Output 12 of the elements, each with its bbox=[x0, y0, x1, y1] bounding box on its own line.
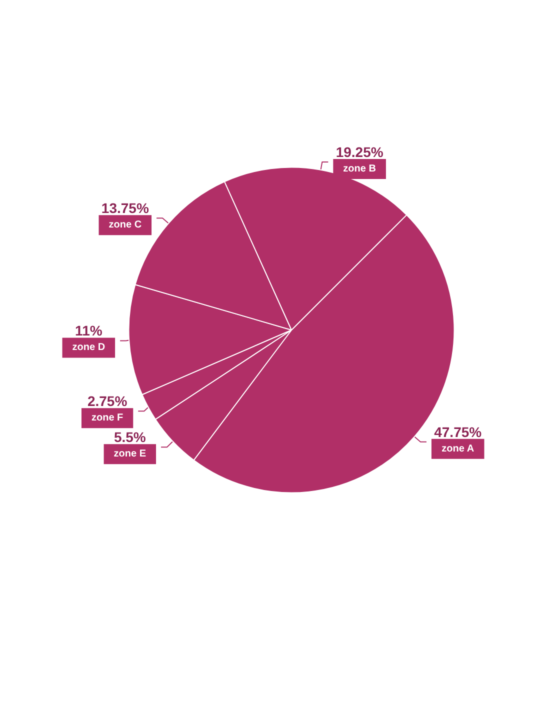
slice-label: zone C bbox=[108, 220, 142, 231]
slice-label: zone B bbox=[343, 164, 376, 175]
data-label: 19.25% bbox=[336, 144, 384, 160]
data-label: 2.75% bbox=[87, 393, 128, 410]
slice-label: zone E bbox=[114, 448, 146, 460]
data-label: 5.5% bbox=[114, 429, 146, 446]
data-label: 11% bbox=[75, 322, 103, 339]
data-label: 13.75% bbox=[101, 200, 150, 216]
slice-label: zone F bbox=[91, 412, 124, 424]
slice-label: zone D bbox=[72, 342, 106, 354]
slice-label: zone A bbox=[442, 443, 474, 454]
data-label: 47.75% bbox=[434, 424, 482, 440]
